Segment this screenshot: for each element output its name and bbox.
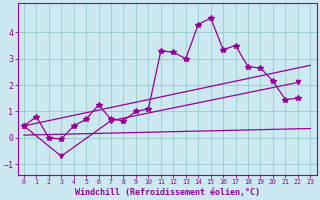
X-axis label: Windchill (Refroidissement éolien,°C): Windchill (Refroidissement éolien,°C) [75, 188, 260, 197]
